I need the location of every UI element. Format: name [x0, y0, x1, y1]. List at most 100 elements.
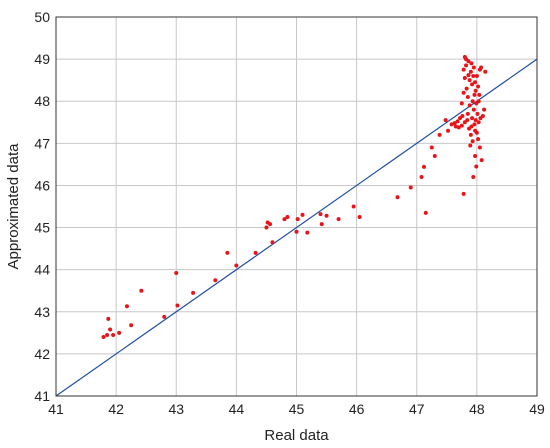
data-point	[294, 229, 299, 234]
data-point	[437, 132, 442, 137]
data-point	[336, 217, 341, 222]
data-point	[465, 111, 470, 116]
data-point	[175, 303, 180, 308]
data-point	[108, 327, 113, 332]
data-point	[467, 78, 472, 83]
data-point	[470, 99, 475, 104]
data-point	[139, 288, 144, 293]
data-point	[468, 69, 473, 74]
data-point	[455, 119, 460, 124]
data-point	[446, 128, 451, 133]
data-point	[421, 164, 426, 169]
y-tick-label: 47	[34, 135, 50, 151]
data-point	[461, 67, 466, 72]
data-point	[461, 191, 466, 196]
data-point	[474, 73, 479, 78]
data-point	[479, 65, 484, 70]
y-tick-label: 44	[34, 262, 50, 278]
data-point	[351, 204, 356, 209]
data-point	[357, 215, 362, 220]
reference-line	[55, 58, 538, 397]
data-point	[452, 121, 457, 126]
data-point	[470, 116, 475, 121]
data-point	[465, 118, 470, 123]
y-tick-label: 43	[34, 304, 50, 320]
data-point	[471, 107, 476, 112]
data-point	[464, 86, 469, 91]
x-tick-label: 42	[108, 401, 124, 417]
x-axis-title: Real data	[264, 427, 329, 444]
x-tick-label: 49	[529, 401, 545, 417]
data-point	[464, 63, 469, 68]
data-point	[225, 250, 230, 255]
data-point	[268, 222, 273, 227]
data-point	[472, 122, 477, 127]
x-tick-label: 48	[469, 401, 485, 417]
reference-line-layer	[55, 58, 538, 397]
data-point	[477, 145, 482, 150]
data-point	[482, 107, 487, 112]
data-point	[473, 80, 478, 85]
data-point	[460, 113, 465, 118]
data-point	[174, 271, 179, 276]
y-tick-label: 42	[34, 346, 50, 362]
data-point	[324, 213, 329, 218]
data-point	[234, 263, 239, 268]
data-point	[305, 230, 310, 235]
data-point	[129, 323, 134, 328]
data-point	[473, 153, 478, 158]
data-point	[300, 212, 305, 217]
data-point	[467, 103, 472, 108]
plot-frame	[55, 16, 538, 397]
data-point	[111, 332, 116, 337]
data-point	[408, 185, 413, 190]
data-point	[468, 143, 473, 148]
data-point	[480, 113, 485, 118]
data-point	[475, 111, 480, 116]
data-point	[471, 73, 476, 78]
data-point	[473, 128, 478, 133]
data-point	[476, 120, 481, 125]
data-point	[476, 84, 481, 89]
y-tick-label: 48	[34, 93, 50, 109]
data-point	[459, 123, 464, 128]
data-point	[476, 137, 481, 142]
data-point	[474, 164, 479, 169]
data-point	[318, 212, 323, 217]
data-point	[466, 73, 471, 78]
points-layer	[101, 55, 488, 340]
data-point	[423, 210, 428, 215]
x-tick-label: 45	[289, 401, 305, 417]
data-point	[319, 222, 324, 227]
data-point	[461, 90, 466, 95]
data-point	[476, 99, 481, 104]
y-tick-label: 46	[34, 177, 50, 193]
data-point	[285, 215, 290, 220]
x-tick-label: 41	[48, 401, 64, 417]
data-point	[191, 290, 196, 295]
data-point	[395, 195, 400, 200]
x-tick-label: 46	[349, 401, 365, 417]
y-tick-label: 41	[34, 388, 50, 404]
data-point	[443, 118, 448, 123]
x-tick-label: 47	[409, 401, 425, 417]
data-point	[473, 88, 478, 93]
data-point	[453, 124, 458, 129]
data-point	[117, 330, 122, 335]
data-point	[469, 124, 474, 129]
data-point	[295, 217, 300, 222]
y-tick-label: 50	[34, 9, 50, 25]
data-point	[105, 332, 110, 337]
data-point	[473, 118, 478, 123]
data-point	[124, 304, 129, 309]
data-point	[479, 158, 484, 163]
data-point	[470, 139, 475, 144]
data-point	[471, 65, 476, 70]
data-point	[101, 335, 106, 340]
y-tick-label: 49	[34, 51, 50, 67]
data-point	[465, 95, 470, 100]
data-point	[459, 101, 464, 106]
data-point	[477, 92, 482, 97]
data-point	[282, 217, 287, 222]
